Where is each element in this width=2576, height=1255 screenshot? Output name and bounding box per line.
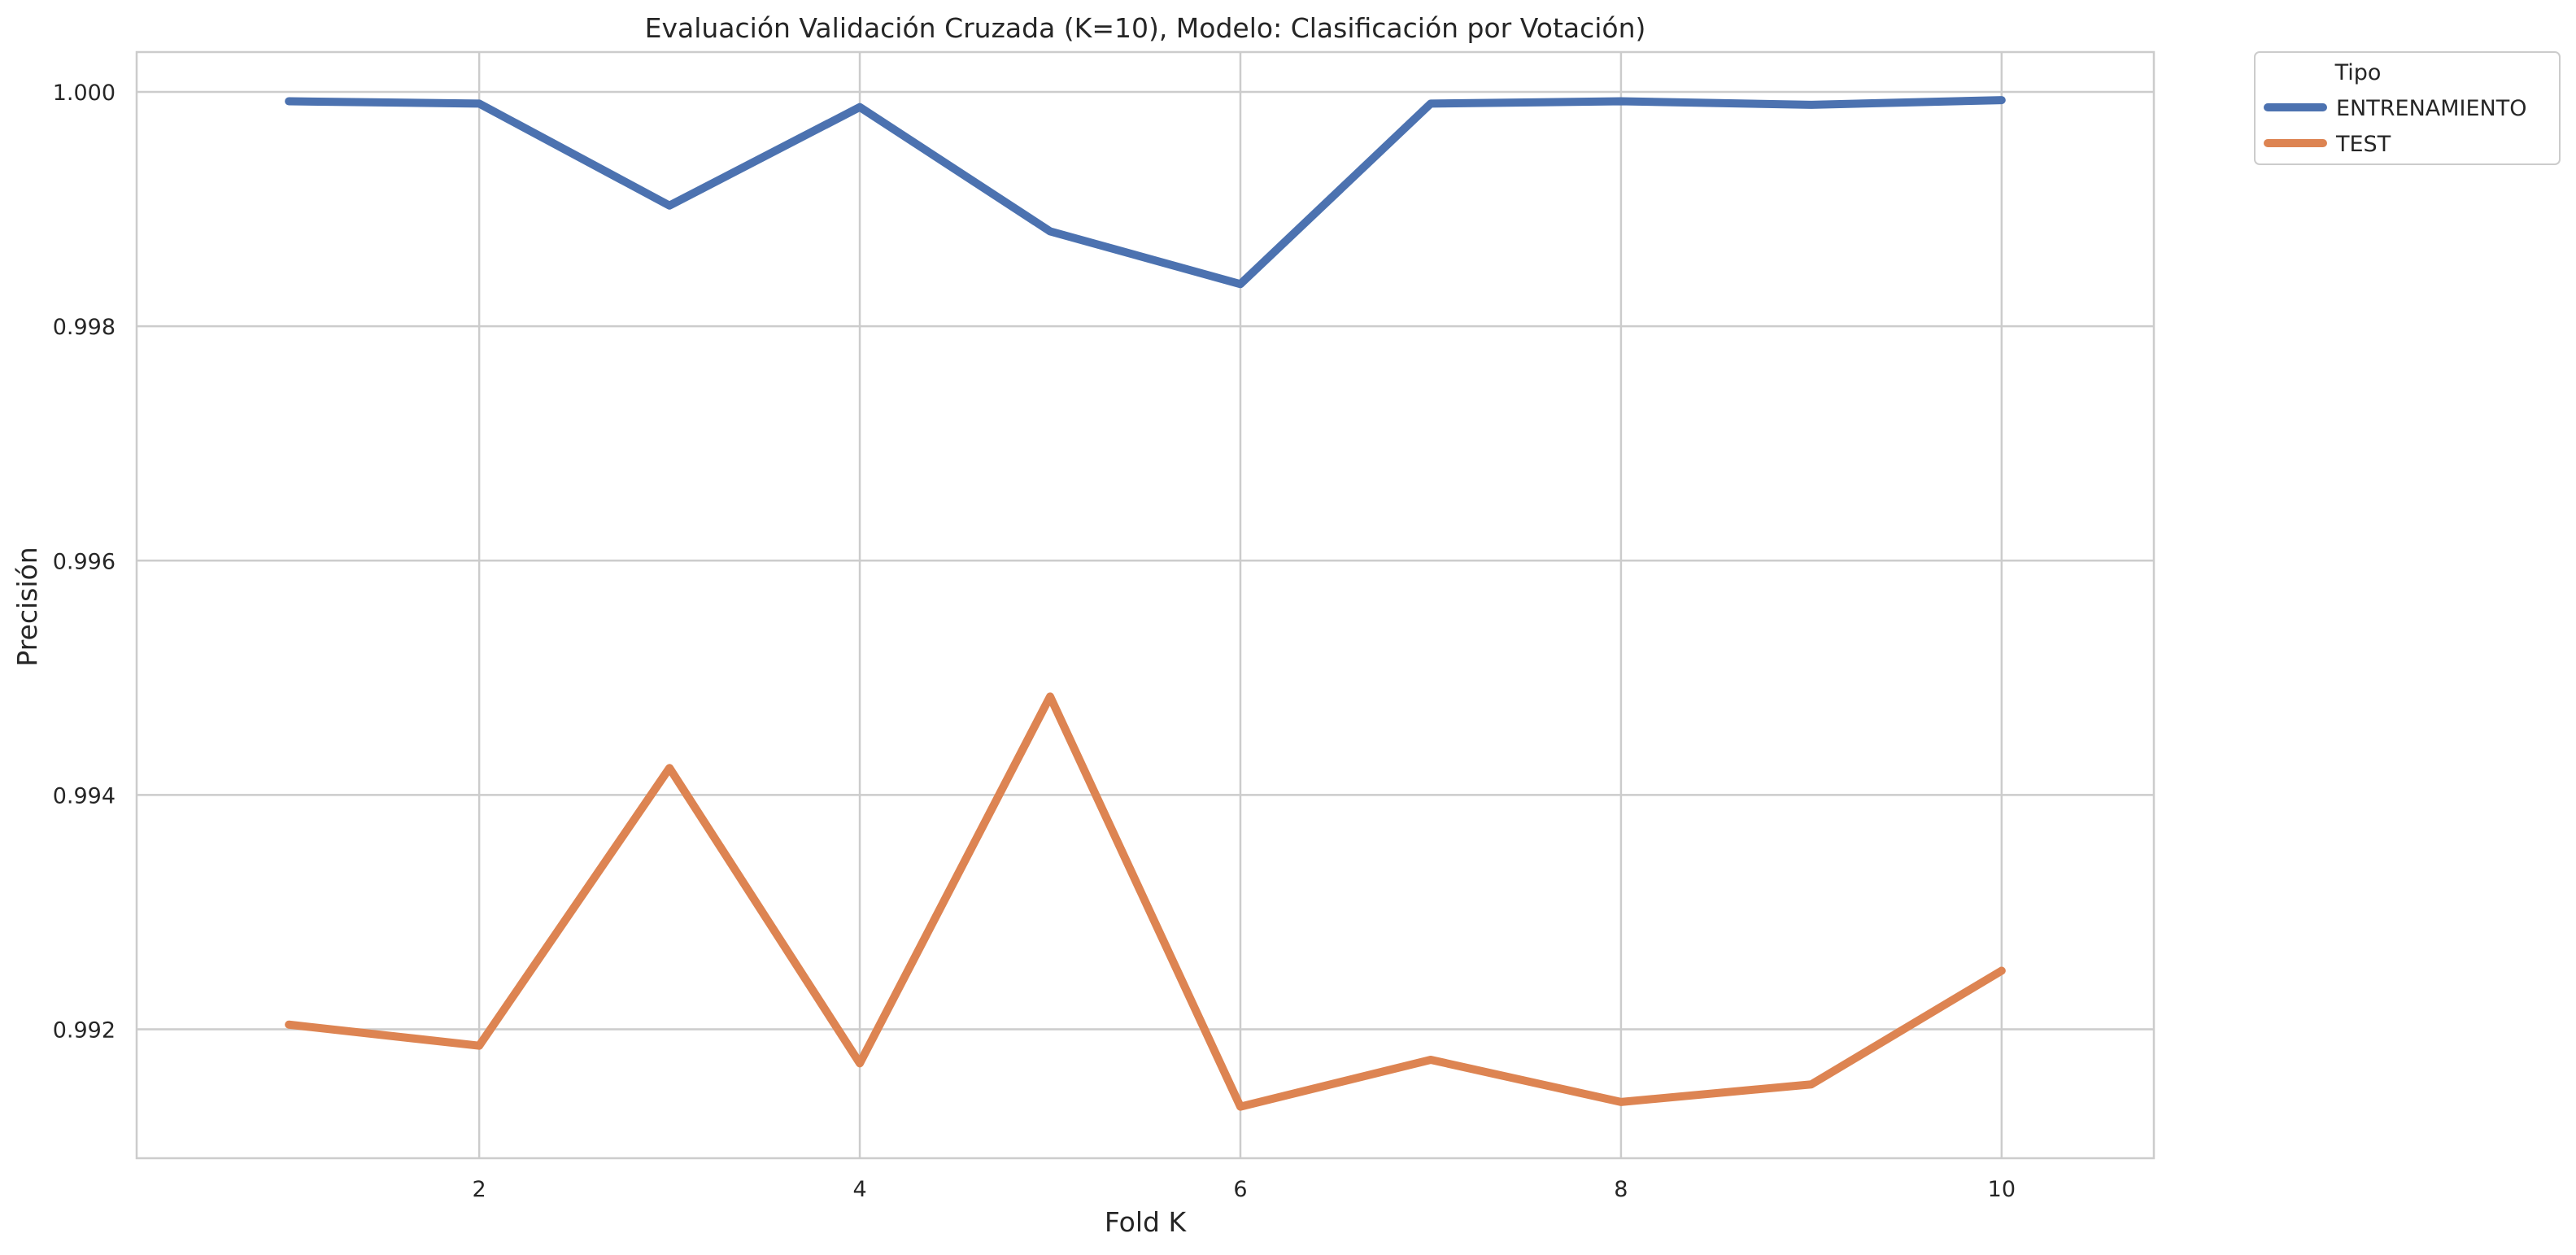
- legend-title: Tipo: [2334, 60, 2382, 85]
- y-tick-label: 0.998: [53, 315, 116, 340]
- y-tick-label: 1.000: [53, 81, 116, 106]
- series-lines: [285, 96, 2006, 1111]
- y-tick-label: 0.996: [53, 549, 116, 574]
- y-tick-labels: 0.992 0.994 0.996 0.998 1.000: [53, 81, 116, 1044]
- legend-label: TEST: [2335, 132, 2391, 157]
- legend-box: [2254, 51, 2561, 165]
- x-axis-label: Fold K: [1105, 1206, 1188, 1238]
- plot-frame: [135, 50, 2155, 1160]
- x-tick-label: 10: [1988, 1177, 2016, 1202]
- chart-title: Evaluación Validación Cruzada (K=10), Mo…: [645, 12, 1646, 44]
- x-tick-label: 8: [1614, 1177, 1628, 1202]
- grid-lines: [137, 52, 2154, 1158]
- x-tick-label: 2: [473, 1177, 486, 1202]
- y-tick-label: 0.994: [53, 783, 116, 808]
- y-axis-label: Precisión: [11, 547, 43, 666]
- x-tick-label: 6: [1233, 1177, 1247, 1202]
- series-line-entrenamiento: [285, 96, 2006, 289]
- x-tick-label: 4: [852, 1177, 866, 1202]
- legend-label: ENTRENAMIENTO: [2336, 96, 2527, 121]
- x-tick-labels: 2 4 6 8 10: [473, 1177, 2016, 1202]
- series-line-test: [285, 692, 2006, 1111]
- legend: Tipo ENTRENAMIENTO TEST: [2254, 51, 2561, 165]
- y-tick-label: 0.992: [53, 1018, 116, 1044]
